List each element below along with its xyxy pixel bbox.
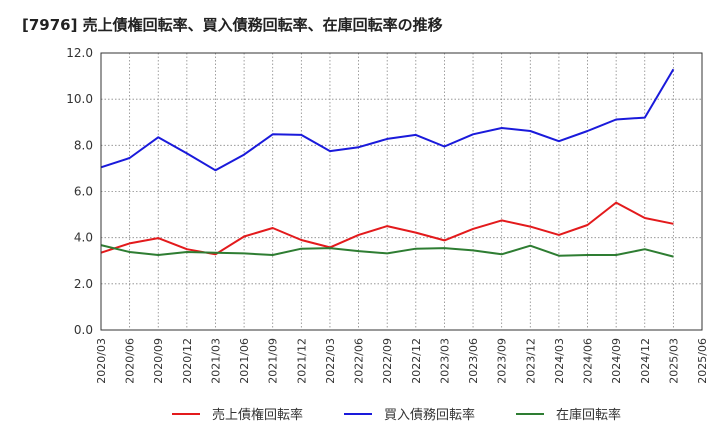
x-tick-label: 2022/06 — [353, 338, 366, 384]
x-tick-label: 2020/09 — [152, 338, 165, 384]
y-tick-label: 2.0 — [74, 277, 93, 291]
grid-lines — [100, 52, 703, 331]
y-axis-ticks: 0.0 2.0 4.0 6.0 8.0 10.0 12.0 — [66, 46, 93, 337]
x-tick-label: 2022/09 — [381, 338, 394, 384]
x-tick-label: 2021/12 — [295, 338, 308, 384]
chart-title: [7976] 売上債権回転率、買入債務回転率、在庫回転率の推移 — [22, 16, 443, 34]
y-tick-label: 6.0 — [74, 185, 93, 199]
x-tick-label: 2023/09 — [496, 338, 509, 384]
x-tick-label: 2025/03 — [667, 338, 680, 384]
legend: 売上債権回転率 買入債務回転率 在庫回転率 — [172, 407, 621, 423]
x-axis-ticks: 2020/03 2020/06 2020/09 2020/12 2021/03 2021/… — [95, 338, 709, 384]
x-tick-label: 2021/09 — [267, 338, 280, 384]
x-tick-label: 2022/12 — [410, 338, 423, 384]
x-tick-label: 2024/09 — [610, 338, 623, 384]
x-tick-label: 2020/06 — [124, 338, 137, 384]
series-line-2 — [100, 68, 675, 172]
x-tick-label: 2024/12 — [639, 338, 652, 384]
y-tick-label: 10.0 — [66, 92, 93, 106]
legend-label-1: 売上債権回転率 — [212, 407, 303, 423]
x-tick-label: 2023/12 — [524, 338, 537, 384]
x-tick-label: 2023/03 — [438, 338, 451, 384]
x-tick-label: 2020/12 — [181, 338, 194, 384]
x-tick-label: 2024/06 — [582, 338, 595, 384]
x-tick-label: 2025/06 — [696, 338, 709, 384]
x-tick-label: 2023/06 — [467, 338, 480, 384]
y-tick-label: 4.0 — [74, 231, 93, 245]
legend-label-3: 在庫回転率 — [556, 407, 621, 423]
y-tick-label: 0.0 — [74, 323, 93, 337]
x-tick-label: 2024/03 — [553, 338, 566, 384]
y-tick-label: 8.0 — [74, 138, 93, 152]
series-line-1 — [100, 201, 674, 256]
x-tick-label: 2022/03 — [324, 338, 337, 384]
y-tick-label: 12.0 — [66, 46, 93, 60]
x-tick-label: 2020/03 — [95, 338, 108, 384]
series-lines — [100, 68, 675, 258]
series-line-3 — [100, 244, 674, 258]
x-tick-label: 2021/03 — [209, 338, 222, 384]
plot-frame — [100, 52, 703, 331]
x-tick-label: 2021/06 — [238, 338, 251, 384]
legend-label-2: 買入債務回転率 — [384, 407, 475, 423]
